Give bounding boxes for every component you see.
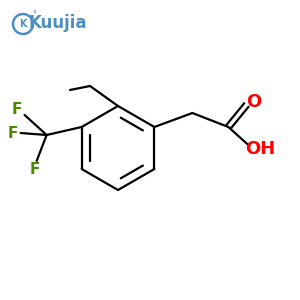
Text: F: F — [8, 125, 18, 140]
Text: OH: OH — [245, 140, 275, 158]
Text: O: O — [246, 93, 261, 111]
Text: F: F — [29, 161, 40, 176]
Text: K: K — [19, 19, 27, 29]
Text: F: F — [11, 101, 22, 116]
Text: Kuujia: Kuujia — [29, 14, 87, 32]
Text: °: ° — [32, 11, 36, 20]
